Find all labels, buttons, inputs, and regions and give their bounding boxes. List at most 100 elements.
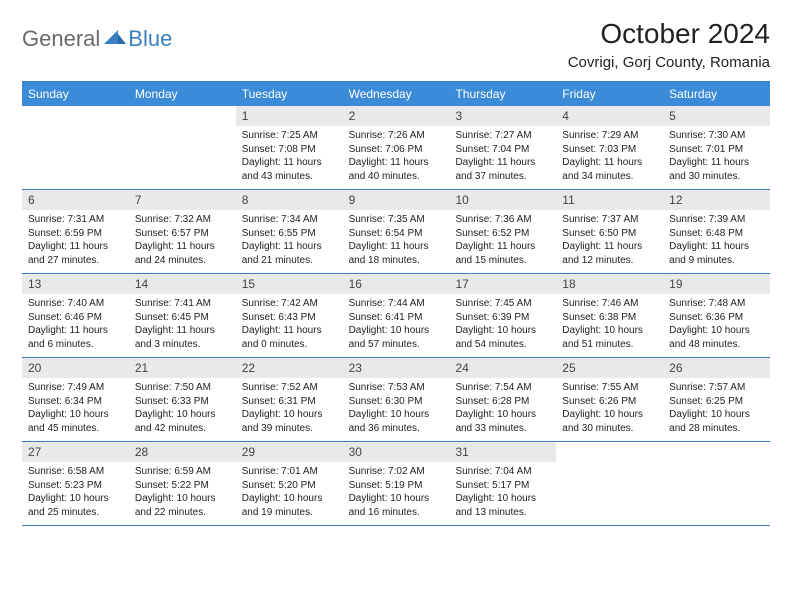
day-details: Sunrise: 7:36 AMSunset: 6:52 PMDaylight:… [449,210,556,273]
day-number: 19 [663,274,770,294]
day-details: Sunrise: 7:55 AMSunset: 6:26 PMDaylight:… [556,378,663,441]
day-details: Sunrise: 7:48 AMSunset: 6:36 PMDaylight:… [663,294,770,357]
day-cell: 23Sunrise: 7:53 AMSunset: 6:30 PMDayligh… [343,358,450,441]
day-number: 1 [236,106,343,126]
day-number: 7 [129,190,236,210]
week-row: 27Sunrise: 6:58 AMSunset: 5:23 PMDayligh… [22,442,770,526]
day-number: 20 [22,358,129,378]
day-cell: 21Sunrise: 7:50 AMSunset: 6:33 PMDayligh… [129,358,236,441]
day-cell [129,106,236,189]
day-details: Sunrise: 7:39 AMSunset: 6:48 PMDaylight:… [663,210,770,273]
day-number: 15 [236,274,343,294]
day-cell: 25Sunrise: 7:55 AMSunset: 6:26 PMDayligh… [556,358,663,441]
dow-cell: Wednesday [343,82,450,106]
day-number: 12 [663,190,770,210]
day-cell: 8Sunrise: 7:34 AMSunset: 6:55 PMDaylight… [236,190,343,273]
day-cell: 26Sunrise: 7:57 AMSunset: 6:25 PMDayligh… [663,358,770,441]
day-number: 17 [449,274,556,294]
dow-cell: Thursday [449,82,556,106]
day-number: 18 [556,274,663,294]
day-number: 24 [449,358,556,378]
day-details: Sunrise: 7:42 AMSunset: 6:43 PMDaylight:… [236,294,343,357]
day-cell: 24Sunrise: 7:54 AMSunset: 6:28 PMDayligh… [449,358,556,441]
day-details: Sunrise: 7:02 AMSunset: 5:19 PMDaylight:… [343,462,450,525]
day-details: Sunrise: 7:27 AMSunset: 7:04 PMDaylight:… [449,126,556,189]
day-number: 13 [22,274,129,294]
day-details: Sunrise: 7:44 AMSunset: 6:41 PMDaylight:… [343,294,450,357]
day-cell: 31Sunrise: 7:04 AMSunset: 5:17 PMDayligh… [449,442,556,525]
week-row: 6Sunrise: 7:31 AMSunset: 6:59 PMDaylight… [22,190,770,274]
day-details: Sunrise: 7:25 AMSunset: 7:08 PMDaylight:… [236,126,343,189]
day-number: 14 [129,274,236,294]
day-number: 28 [129,442,236,462]
day-cell: 22Sunrise: 7:52 AMSunset: 6:31 PMDayligh… [236,358,343,441]
month-title: October 2024 [568,18,770,50]
title-block: October 2024 Covrigi, Gorj County, Roman… [568,18,770,71]
day-details: Sunrise: 7:34 AMSunset: 6:55 PMDaylight:… [236,210,343,273]
day-number: 4 [556,106,663,126]
day-number [22,106,129,126]
location-label: Covrigi, Gorj County, Romania [568,54,770,71]
day-cell: 4Sunrise: 7:29 AMSunset: 7:03 PMDaylight… [556,106,663,189]
dow-cell: Friday [556,82,663,106]
day-cell: 28Sunrise: 6:59 AMSunset: 5:22 PMDayligh… [129,442,236,525]
day-cell: 17Sunrise: 7:45 AMSunset: 6:39 PMDayligh… [449,274,556,357]
header: General Blue October 2024 Covrigi, Gorj … [22,18,770,71]
day-number: 23 [343,358,450,378]
day-cell: 18Sunrise: 7:46 AMSunset: 6:38 PMDayligh… [556,274,663,357]
day-cell: 20Sunrise: 7:49 AMSunset: 6:34 PMDayligh… [22,358,129,441]
calendar: SundayMondayTuesdayWednesdayThursdayFrid… [22,81,770,526]
day-cell: 2Sunrise: 7:26 AMSunset: 7:06 PMDaylight… [343,106,450,189]
day-details: Sunrise: 7:49 AMSunset: 6:34 PMDaylight:… [22,378,129,441]
day-cell [22,106,129,189]
day-cell: 12Sunrise: 7:39 AMSunset: 6:48 PMDayligh… [663,190,770,273]
day-number: 22 [236,358,343,378]
day-cell: 1Sunrise: 7:25 AMSunset: 7:08 PMDaylight… [236,106,343,189]
day-cell: 10Sunrise: 7:36 AMSunset: 6:52 PMDayligh… [449,190,556,273]
dow-cell: Tuesday [236,82,343,106]
brand-part2: Blue [128,26,172,52]
day-details: Sunrise: 6:59 AMSunset: 5:22 PMDaylight:… [129,462,236,525]
day-cell: 19Sunrise: 7:48 AMSunset: 6:36 PMDayligh… [663,274,770,357]
day-cell: 27Sunrise: 6:58 AMSunset: 5:23 PMDayligh… [22,442,129,525]
day-cell: 14Sunrise: 7:41 AMSunset: 6:45 PMDayligh… [129,274,236,357]
day-cell: 29Sunrise: 7:01 AMSunset: 5:20 PMDayligh… [236,442,343,525]
day-number: 31 [449,442,556,462]
day-number: 11 [556,190,663,210]
day-cell [663,442,770,525]
day-number: 16 [343,274,450,294]
day-cell: 6Sunrise: 7:31 AMSunset: 6:59 PMDaylight… [22,190,129,273]
day-cell: 9Sunrise: 7:35 AMSunset: 6:54 PMDaylight… [343,190,450,273]
day-number [129,106,236,126]
day-of-week-header: SundayMondayTuesdayWednesdayThursdayFrid… [22,82,770,106]
day-cell [556,442,663,525]
day-cell: 3Sunrise: 7:27 AMSunset: 7:04 PMDaylight… [449,106,556,189]
brand-part1: General [22,26,100,52]
dow-cell: Sunday [22,82,129,106]
brand-logo: General Blue [22,18,172,52]
day-details: Sunrise: 7:50 AMSunset: 6:33 PMDaylight:… [129,378,236,441]
day-number: 3 [449,106,556,126]
day-number: 21 [129,358,236,378]
week-row: 1Sunrise: 7:25 AMSunset: 7:08 PMDaylight… [22,106,770,190]
day-details: Sunrise: 7:45 AMSunset: 6:39 PMDaylight:… [449,294,556,357]
day-details: Sunrise: 7:30 AMSunset: 7:01 PMDaylight:… [663,126,770,189]
day-number [663,442,770,462]
day-cell: 30Sunrise: 7:02 AMSunset: 5:19 PMDayligh… [343,442,450,525]
day-number: 5 [663,106,770,126]
day-number: 6 [22,190,129,210]
week-row: 13Sunrise: 7:40 AMSunset: 6:46 PMDayligh… [22,274,770,358]
day-details: Sunrise: 7:37 AMSunset: 6:50 PMDaylight:… [556,210,663,273]
day-details: Sunrise: 7:29 AMSunset: 7:03 PMDaylight:… [556,126,663,189]
day-details: Sunrise: 7:41 AMSunset: 6:45 PMDaylight:… [129,294,236,357]
day-details: Sunrise: 6:58 AMSunset: 5:23 PMDaylight:… [22,462,129,525]
day-number: 27 [22,442,129,462]
day-cell: 7Sunrise: 7:32 AMSunset: 6:57 PMDaylight… [129,190,236,273]
day-details: Sunrise: 7:54 AMSunset: 6:28 PMDaylight:… [449,378,556,441]
day-details: Sunrise: 7:26 AMSunset: 7:06 PMDaylight:… [343,126,450,189]
day-number: 8 [236,190,343,210]
day-number: 30 [343,442,450,462]
day-number: 25 [556,358,663,378]
day-cell: 13Sunrise: 7:40 AMSunset: 6:46 PMDayligh… [22,274,129,357]
brand-triangle-icon [104,30,126,48]
